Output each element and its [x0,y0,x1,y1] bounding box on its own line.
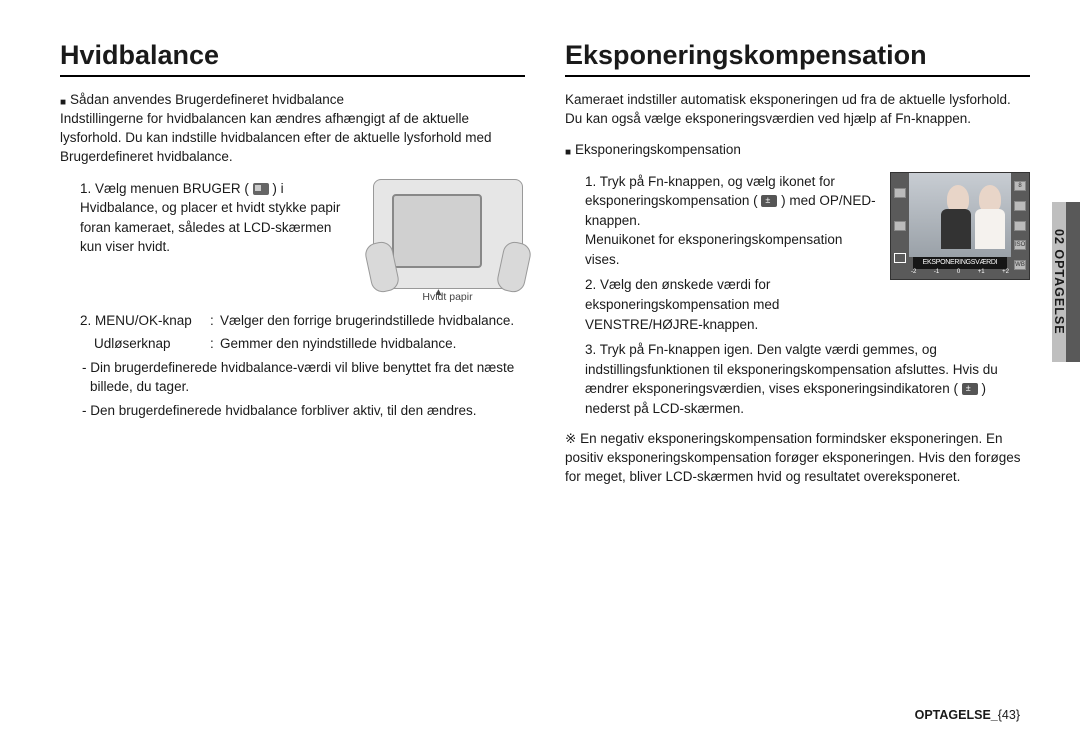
camera-figure: ▲ Hvidt papir [370,179,525,303]
ev-icon [761,195,777,207]
left-dash-2: - Den brugerdefinerede hvidbalance forbl… [80,401,525,421]
left-intro-text: Indstillingerne for hvidbalancen kan ænd… [60,111,492,164]
right-title: Eksponeringskompensation [565,40,1030,77]
left-step-2: 2. MENU/OK-knap : Vælger den forrige bru… [80,311,525,331]
figure-caption: Hvidt papir [422,291,472,303]
side-icon: WB [1014,260,1026,270]
side-icon [894,188,906,198]
lcd-preview: 8 ISO WB EKSPONERINGSVÆRDI -2 [890,172,1030,280]
page-footer: OPTAGELSE_{43} [915,708,1020,722]
left-step-3: Udløserknap : Gemmer den nyindstillede h… [80,334,525,354]
right-intro: Kameraet indstiller automatisk eksponeri… [565,91,1030,129]
side-icon [894,221,906,231]
section-tab-label: 02 OPTAGELSE [1052,202,1066,362]
section-tab: 02 OPTAGELSE [1052,202,1080,362]
square-bullet-icon: Eksponeringskompensation [565,142,741,157]
left-step-1: 1. Vælg menuen BRUGER ( ) i Hvidbalance,… [80,179,356,257]
side-icon: 8 [1014,181,1026,191]
right-step-3: 3. Tryk på Fn-knappen igen. Den valgte v… [585,340,1030,418]
ev-icon [894,253,906,263]
left-dash-1: - Din brugerdefinerede hvidbalance-værdi… [80,358,525,397]
left-intro: Sådan anvendes Brugerdefineret hvidbalan… [60,91,525,167]
right-step-2: 2. Vælg den ønskede værdi for eksponerin… [585,275,880,334]
square-bullet-icon: Sådan anvendes Brugerdefineret hvidbalan… [60,92,344,107]
left-column: Hvidbalance Sådan anvendes Brugerdefiner… [60,40,525,499]
side-icon [1014,221,1026,231]
lcd-label: EKSPONERINGSVÆRDI [913,257,1007,269]
lcd-scale: -2 -1 0 +1 +2 [911,268,1009,277]
left-steps: 1. Vælg menuen BRUGER ( ) i Hvidbalance,… [60,179,525,421]
left-title: Hvidbalance [60,40,525,77]
right-step-1: 1. Tryk på Fn-knappen, og vælg ikonet fo… [585,172,880,270]
right-sub-bullet: Eksponeringskompensation [565,141,1030,160]
custom-wb-icon [253,183,269,195]
ev-icon [962,383,978,395]
side-icon [1014,201,1026,211]
right-steps: 1. Tryk på Fn-knappen, og vælg ikonet fo… [565,172,1030,419]
side-icon: ISO [1014,240,1026,250]
right-note: En negativ eksponeringskompensation form… [565,430,1030,487]
right-column: Eksponeringskompensation Kameraet indsti… [565,40,1030,499]
